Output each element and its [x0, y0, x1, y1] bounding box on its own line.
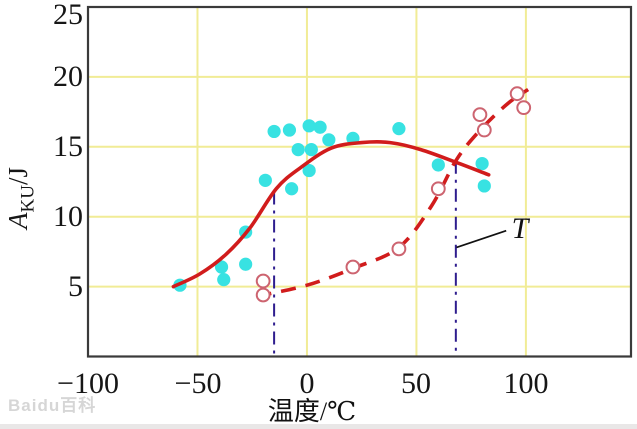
- xtick-0: 0: [299, 367, 315, 400]
- watermark: Baidu百科: [8, 396, 97, 415]
- transition-temperature-label: T: [511, 212, 529, 245]
- y-axis-subscript: KU: [17, 185, 39, 213]
- dashed-red-curve: [256, 87, 530, 299]
- filled-point: [302, 119, 316, 133]
- filled-point: [322, 133, 336, 147]
- y-axis-symbol: A: [3, 212, 33, 229]
- filled-point: [282, 123, 297, 137]
- open-point: [430, 181, 446, 197]
- filled-point: [217, 273, 231, 287]
- annotation-leader-line: [456, 229, 507, 249]
- filled-point: [267, 124, 281, 139]
- open-point: [516, 100, 532, 116]
- ytick-10: 10: [53, 200, 83, 233]
- filled-point: [477, 179, 491, 193]
- y-axis-title: AKU/J: [3, 132, 39, 264]
- filled-point: [313, 120, 327, 134]
- open-point: [476, 122, 492, 138]
- filled-point: [304, 142, 318, 157]
- plot-border: [86, 5, 633, 358]
- filled-point: [214, 260, 229, 274]
- filled-point: [239, 257, 253, 271]
- bottom-edge-strip: [0, 424, 637, 429]
- xtick-100: 100: [503, 367, 549, 400]
- filled-point: [392, 122, 406, 136]
- filled-point: [431, 158, 445, 172]
- xtick-neg100: −100: [57, 367, 119, 400]
- ytick-25: 25: [53, 0, 83, 31]
- ytick-20: 20: [53, 60, 83, 93]
- open-point: [391, 241, 407, 257]
- ytick-15: 15: [53, 130, 83, 163]
- xtick-neg50: −50: [174, 367, 222, 400]
- filled-point: [302, 163, 316, 178]
- open-point: [345, 259, 361, 275]
- filled-point: [291, 142, 305, 157]
- solid-red-curve: [171, 140, 491, 289]
- ytick-5: 5: [68, 270, 83, 303]
- open-point: [509, 86, 525, 102]
- y-axis-unit: /J: [3, 167, 33, 186]
- open-point: [472, 107, 488, 123]
- open-point: [255, 273, 271, 289]
- filled-point: [285, 182, 299, 196]
- filled-point: [258, 173, 272, 187]
- x-axis-title: 温度/℃: [267, 397, 357, 426]
- xtick-50: 50: [401, 367, 431, 400]
- filled-point: [475, 156, 489, 171]
- open-point: [255, 287, 271, 303]
